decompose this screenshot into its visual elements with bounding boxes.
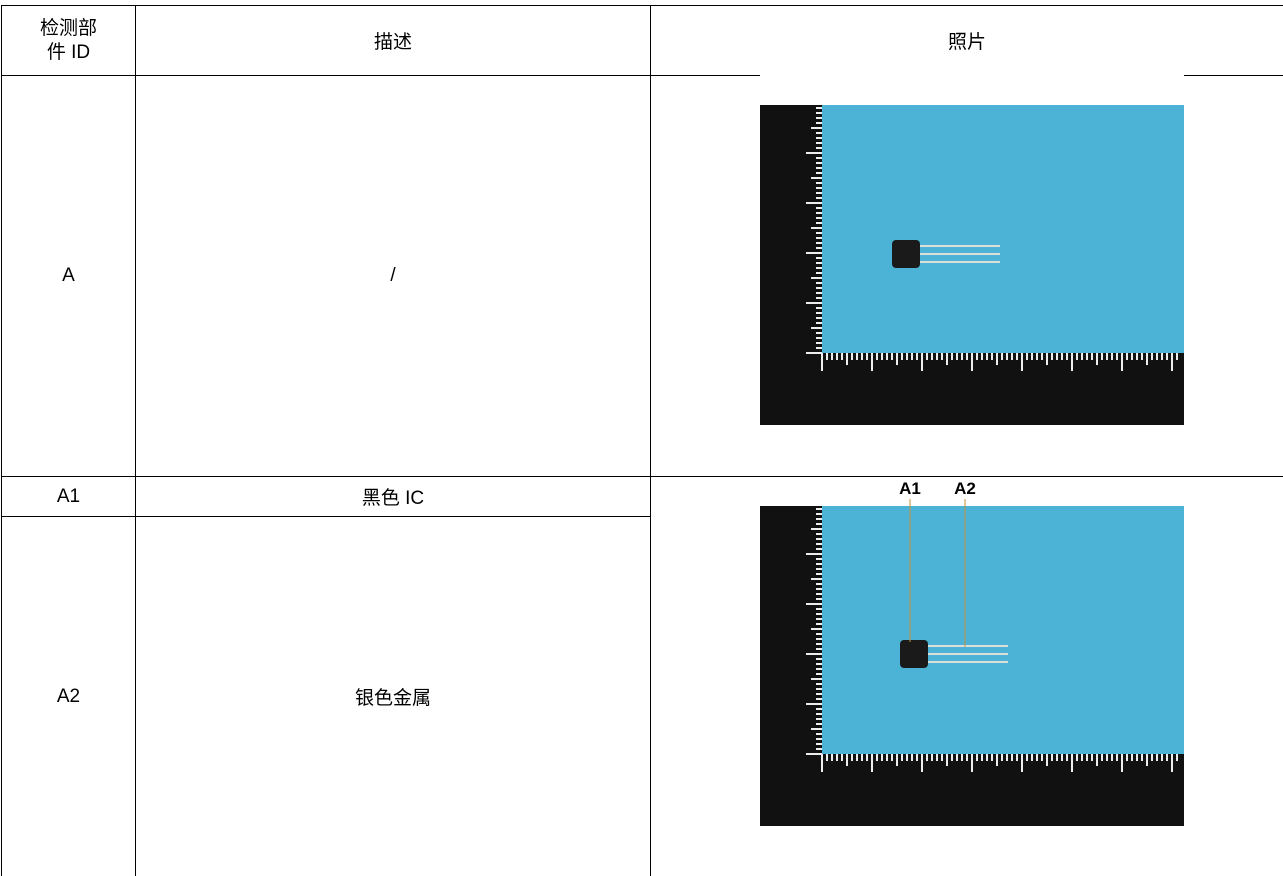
id-cell: A xyxy=(62,265,75,286)
photo: A1 A2 xyxy=(760,477,1184,826)
photo xyxy=(760,66,1184,425)
header-cell: 照片 xyxy=(947,32,986,53)
rule xyxy=(1,516,651,517)
callout-label: A2 xyxy=(954,479,976,498)
callout-label: A1 xyxy=(899,479,921,498)
id-cell: A1 xyxy=(56,485,81,507)
header-cell: 检测部件 ID xyxy=(2,6,135,75)
header-text: 检测部件 ID xyxy=(39,17,97,63)
rule xyxy=(1,5,2,876)
description-cell: 银色金属 xyxy=(354,688,431,709)
rule xyxy=(650,5,651,876)
rule xyxy=(135,5,136,876)
rule xyxy=(1,476,1283,477)
description-cell: / xyxy=(390,265,396,286)
header-cell: 描述 xyxy=(373,32,412,53)
rule xyxy=(1,5,1283,6)
id-cell: A2 xyxy=(56,685,81,707)
rule xyxy=(1,75,1283,76)
description-cell: 黑色 IC xyxy=(361,488,425,509)
